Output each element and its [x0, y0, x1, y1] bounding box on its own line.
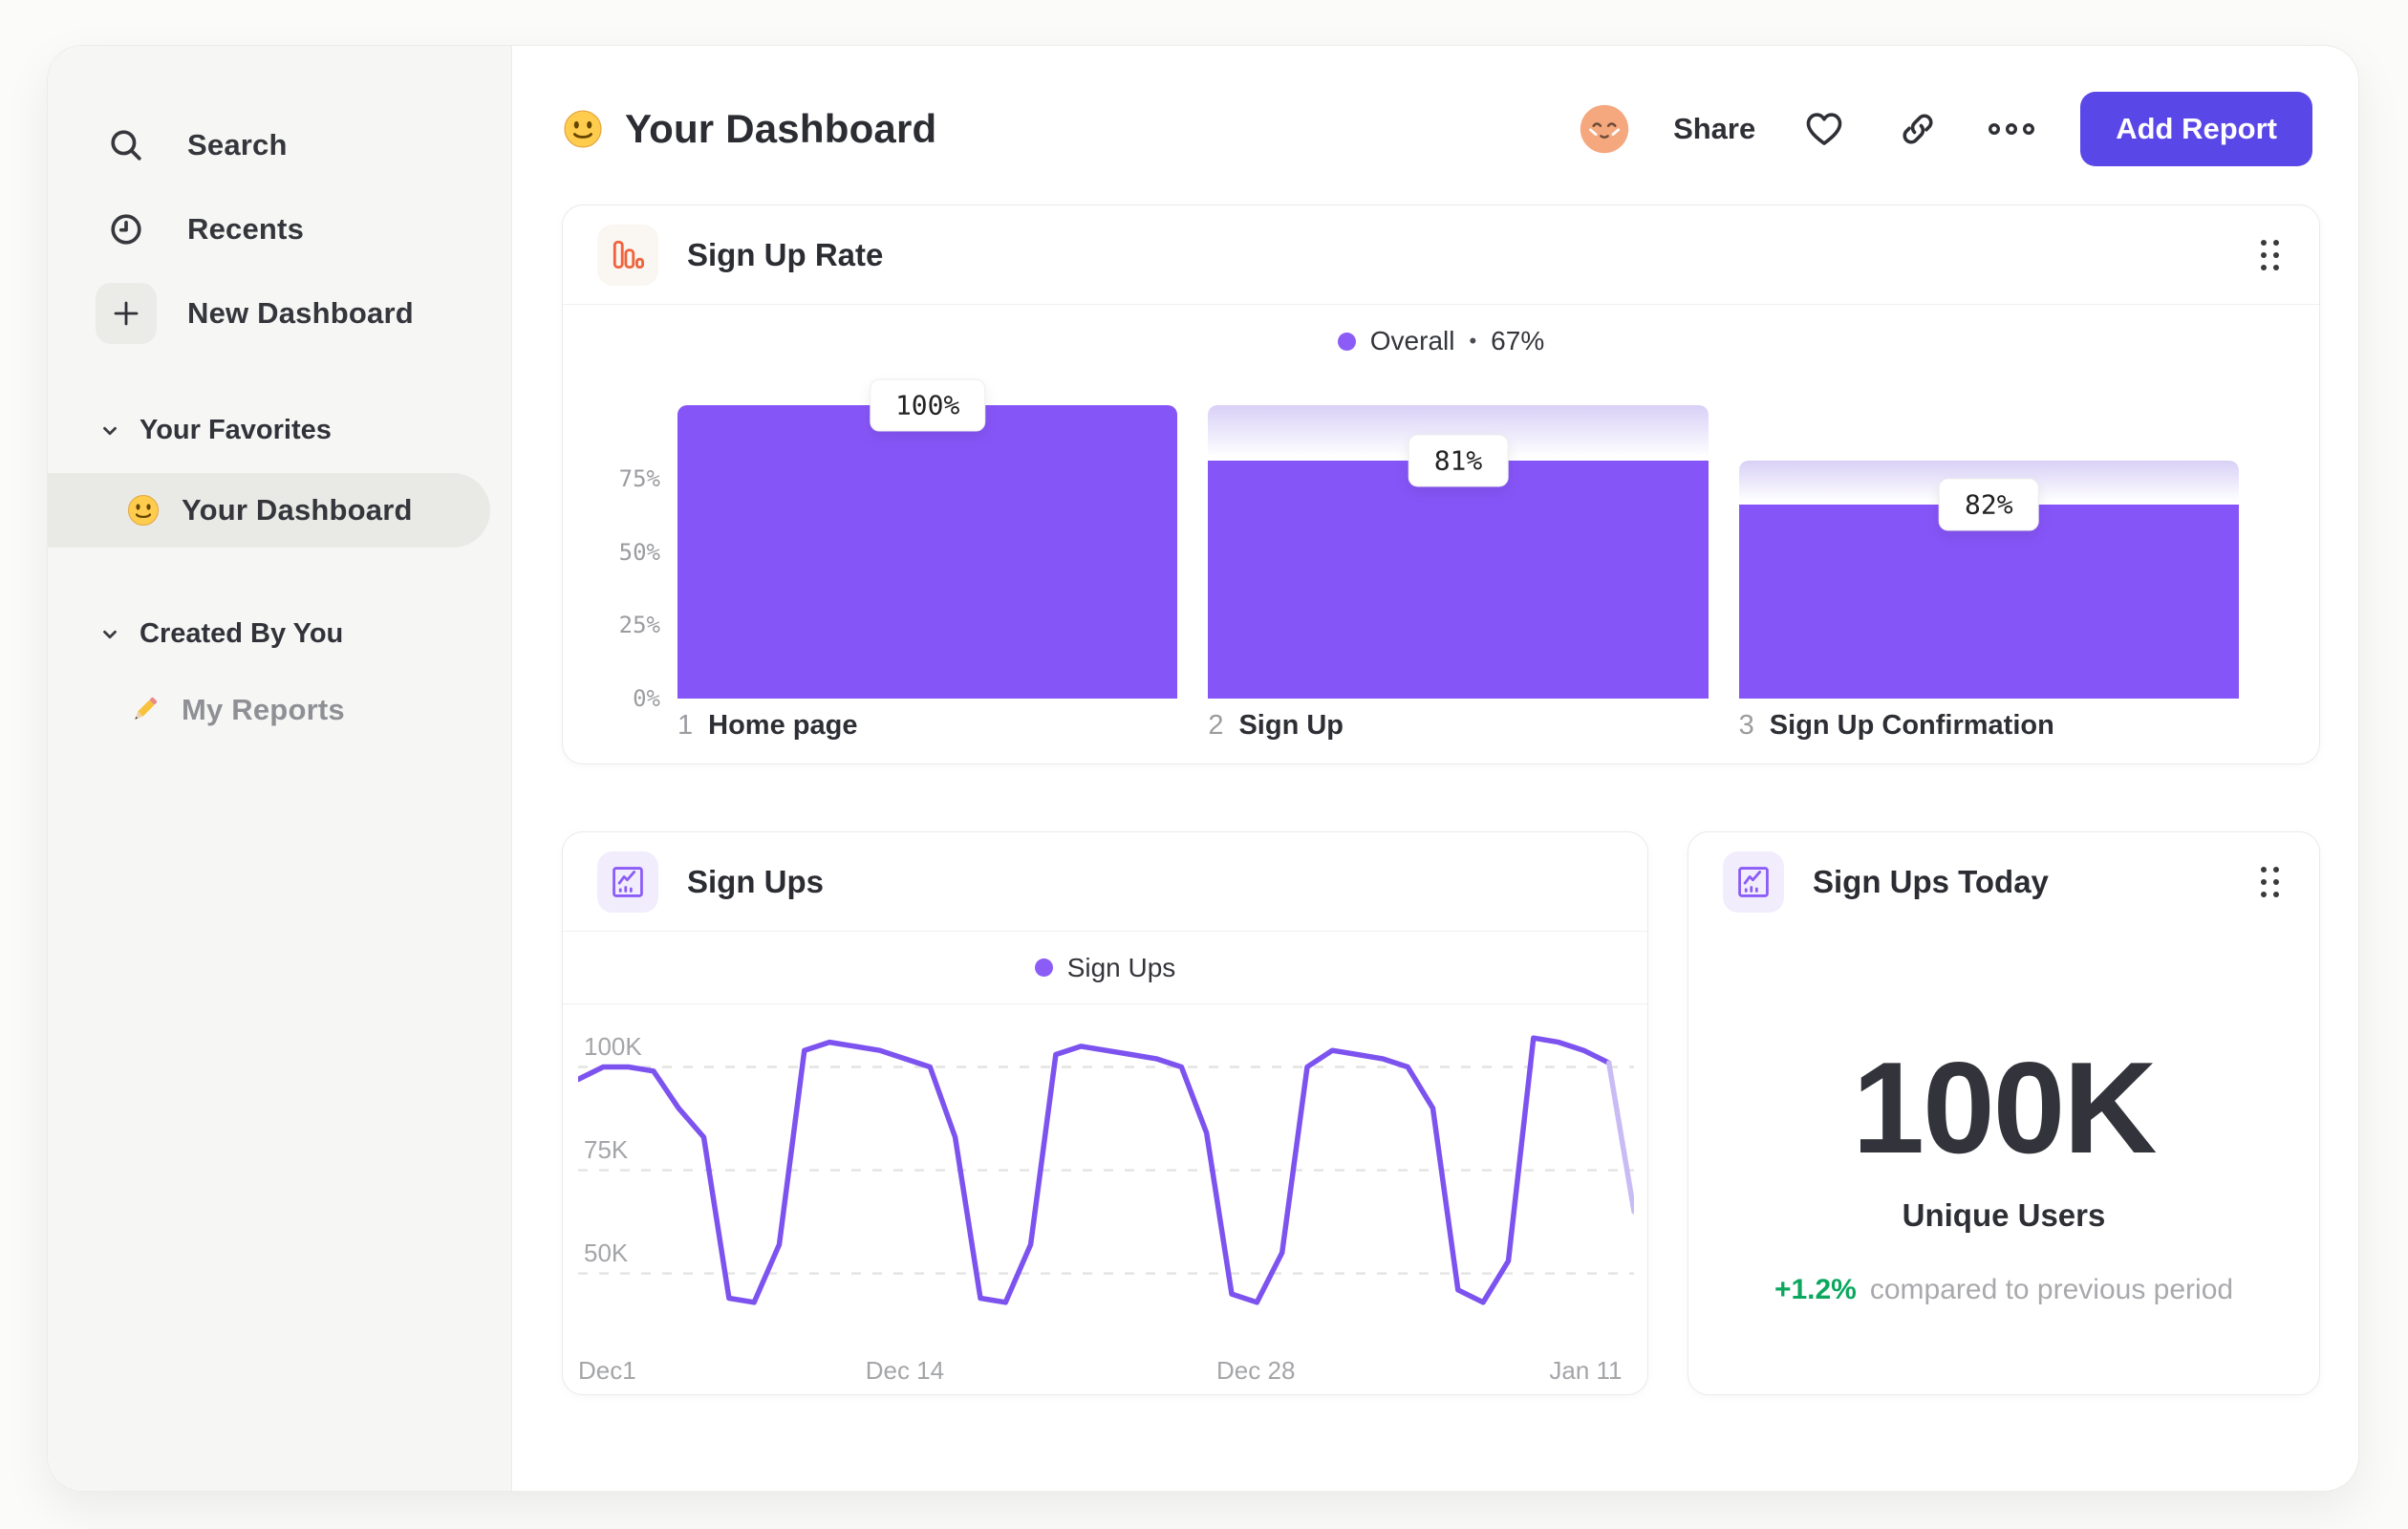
- funnel-value-tooltip: 81%: [1408, 434, 1509, 487]
- sidebar-item-new-dashboard[interactable]: New Dashboard: [96, 283, 483, 344]
- signup-rate-card-header: Sign Up Rate: [563, 205, 2319, 305]
- funnel-bar[interactable]: 81%: [1208, 379, 1709, 699]
- funnel-step-label: 3 Sign Up Confirmation: [1738, 710, 2054, 741]
- header-actions: Share Add Report: [1580, 92, 2312, 166]
- sidebar-section-created-by-you[interactable]: Created By You: [99, 618, 483, 650]
- add-report-button[interactable]: Add Report: [2080, 92, 2312, 166]
- signups-series-line: [575, 1035, 1612, 1305]
- y-tick-label: 50K: [584, 1238, 629, 1267]
- bar-chart-icon: [597, 224, 658, 286]
- sign-ups-today-header: Sign Ups Today: [1688, 832, 2319, 932]
- legend-separator: •: [1469, 329, 1477, 353]
- smiley-emoji: [126, 493, 161, 528]
- page-title-text: Your Dashboard: [625, 106, 937, 151]
- search-icon: [96, 115, 157, 176]
- x-tick-label: Dec 28: [1216, 1356, 1296, 1385]
- line-chart-icon: [1723, 851, 1784, 913]
- sign-ups-today-card: Sign Ups Today 100K Unique Users +1.2% c…: [1688, 831, 2320, 1395]
- page-header: Your Dashboard Share Add Report: [562, 86, 2312, 172]
- funnel-bars: 100% 81% 82%: [677, 378, 2239, 699]
- signup-rate-card: Sign Up Rate Overall • 67% 75% 50% 25% 0% 1…: [562, 205, 2320, 764]
- page-title: Your Dashboard: [562, 106, 936, 152]
- sidebar-item-label: New Dashboard: [187, 296, 414, 330]
- drag-handle-icon[interactable]: [2255, 861, 2285, 903]
- x-tick-label: Dec1: [578, 1356, 636, 1385]
- legend-label: Sign Ups: [1066, 952, 1176, 982]
- y-tick-label: 0%: [633, 685, 660, 712]
- main-content: Your Dashboard Share Add Report: [512, 46, 2358, 1491]
- funnel-step-label: 2 Sign Up: [1208, 710, 1344, 741]
- sidebar-item-label: Your Dashboard: [182, 493, 413, 527]
- y-tick-label: 50%: [618, 538, 660, 566]
- sidebar-item-label: My Reports: [182, 693, 345, 726]
- line-chart-icon: [597, 851, 658, 913]
- funnel-step-labels: 1 Home page 2 Sign Up 3 Sign Up Confirmation: [677, 710, 2239, 742]
- y-tick-label: 75%: [618, 464, 660, 492]
- y-tick-label: 25%: [618, 612, 660, 639]
- plus-icon: [96, 283, 157, 344]
- app-window: Search Recents New Dashboard Your Favori…: [48, 46, 2358, 1491]
- section-title-label: Your Favorites: [140, 415, 332, 445]
- ellipsis-icon[interactable]: [1987, 104, 2036, 154]
- card-title: Sign Up Rate: [687, 236, 884, 272]
- clock-icon: [96, 199, 157, 260]
- pencil-emoji: [126, 692, 162, 728]
- signups-series-line: [1605, 1060, 1637, 1215]
- line-chart-plot: 100K 75K 50K: [575, 1009, 1637, 1344]
- sidebar-item-search[interactable]: Search: [96, 115, 483, 176]
- funnel-bar[interactable]: 82%: [1738, 379, 2239, 699]
- funnel-value-tooltip: 82%: [1939, 478, 2039, 531]
- drag-handle-icon[interactable]: [2255, 234, 2285, 276]
- metric-value: 100K: [1852, 1035, 2157, 1180]
- x-tick-label: Jan 11: [1549, 1356, 1623, 1385]
- smiley-emoji: [562, 108, 604, 150]
- sign-ups-card: Sign Ups Sign Ups 100K 75K 50K Dec1 Dec 14 D…: [562, 831, 1648, 1395]
- sidebar-item-label: Recents: [187, 212, 305, 246]
- legend-dot: [1337, 332, 1356, 351]
- chevron-down-icon: [103, 426, 117, 435]
- funnel-bar-fill: [1208, 461, 1709, 699]
- sidebar-item-my-reports[interactable]: My Reports: [96, 677, 483, 743]
- metric-label: Unique Users: [1902, 1197, 2106, 1233]
- sidebar-item-recents[interactable]: Recents: [96, 199, 483, 260]
- line-chart-svg: [575, 1035, 1637, 1305]
- metric-body: 100K Unique Users +1.2% compared to prev…: [1688, 932, 2319, 1306]
- sidebar-item-label: Search: [187, 128, 288, 162]
- metric-delta-row: +1.2% compared to previous period: [1774, 1274, 2233, 1306]
- funnel-chart: 75% 50% 25% 0% 100% 81% 82%: [597, 378, 2285, 712]
- legend-dot: [1034, 958, 1053, 977]
- chevron-down-icon: [103, 630, 117, 638]
- section-title-label: Created By You: [140, 618, 344, 649]
- funnel-y-axis: 75% 50% 25% 0%: [597, 379, 660, 712]
- sidebar-item-your-dashboard[interactable]: Your Dashboard: [48, 473, 490, 548]
- y-tick-label: 75K: [584, 1134, 629, 1164]
- heart-icon[interactable]: [1799, 104, 1849, 154]
- delta-note: compared to previous period: [1869, 1274, 2234, 1305]
- x-tick-label: Dec 14: [865, 1356, 945, 1385]
- funnel-step-label: 1 Home page: [677, 710, 858, 741]
- funnel-bar-fill: [677, 405, 1178, 699]
- delta-value: +1.2%: [1774, 1274, 1857, 1305]
- y-tick-label: 100K: [584, 1031, 642, 1061]
- legend-value: 67%: [1491, 326, 1545, 355]
- funnel-bar[interactable]: 100%: [677, 378, 1178, 699]
- sign-ups-card-header: Sign Ups: [563, 832, 1647, 932]
- share-button[interactable]: Share: [1673, 112, 1756, 145]
- sidebar-section-favorites[interactable]: Your Favorites: [99, 415, 483, 446]
- card-title: Sign Ups: [687, 863, 825, 899]
- line-chart-x-axis: Dec1 Dec 14 Dec 28 Jan 11: [578, 1356, 1632, 1394]
- line-legend: Sign Ups: [563, 932, 1647, 1004]
- sidebar: Search Recents New Dashboard Your Favori…: [48, 46, 512, 1491]
- funnel-bar-fill: [1738, 505, 2239, 699]
- funnel-value-tooltip: 100%: [869, 378, 986, 432]
- link-icon[interactable]: [1893, 104, 1943, 154]
- card-title: Sign Ups Today: [1813, 864, 2049, 899]
- legend-label: Overall: [1369, 326, 1455, 355]
- avatar[interactable]: [1580, 104, 1629, 154]
- funnel-legend: Overall • 67%: [563, 305, 2319, 377]
